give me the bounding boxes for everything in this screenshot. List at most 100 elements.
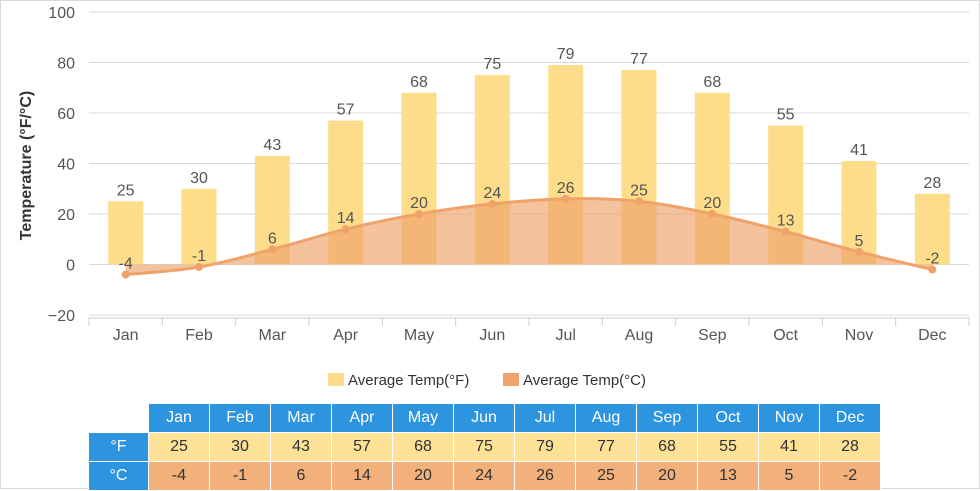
labels-layer: 25 30 43 57 68 75 79 77 68 55 41 28 -4 -1 6 14 20 24 26 25 2…: [117, 46, 942, 273]
data-label-fahrenheit: 68: [703, 74, 721, 91]
data-label-celsius: 20: [410, 195, 428, 212]
legend-swatch: [503, 373, 519, 386]
x-tick-label: Feb: [185, 327, 213, 344]
point-celsius: [268, 245, 277, 254]
bar-fahrenheit: [914, 193, 950, 265]
temperature-table: Jan Feb Mar Apr May Jun Jul Aug Sep Oct …: [88, 403, 881, 491]
data-label-fahrenheit: 68: [410, 74, 428, 91]
data-label-celsius: -4: [119, 256, 133, 273]
data-label-celsius: 13: [777, 213, 795, 230]
table-cell: 55: [697, 432, 759, 462]
data-label-celsius: 26: [557, 180, 575, 197]
table-header-cell: Aug: [575, 403, 637, 433]
x-tick-label: Jun: [479, 327, 505, 344]
table-row-celsius: °C -4 -1 6 14 20 24 26 25 20 13 5 -2: [88, 461, 881, 491]
table-corner: [88, 403, 149, 433]
table-cell: 25: [148, 432, 210, 462]
y-tick-label: 40: [57, 157, 75, 174]
table-cell: 28: [819, 432, 881, 462]
legend-label: Average Temp(°C): [523, 372, 646, 389]
data-label-fahrenheit: 77: [630, 51, 648, 68]
table-cell: 68: [636, 432, 698, 462]
data-label-celsius: 25: [630, 182, 648, 199]
table-cell: 57: [331, 432, 393, 462]
table-cell: 5: [758, 461, 820, 491]
area-layer: [121, 194, 937, 279]
x-tick-label: Sep: [698, 327, 727, 344]
table-cell: 24: [453, 461, 515, 491]
x-tick-label: Jul: [555, 327, 575, 344]
table-cell: 41: [758, 432, 820, 462]
data-label-celsius: 5: [855, 233, 864, 250]
table-header-cell: May: [392, 403, 454, 433]
point-celsius: [781, 227, 790, 236]
legend: Average Temp(°F) Average Temp(°C): [328, 372, 646, 389]
bar-fahrenheit: [181, 188, 217, 265]
data-label-celsius: 20: [703, 195, 721, 212]
data-label-celsius: -1: [192, 248, 206, 265]
area-celsius: [125, 198, 933, 275]
table-header-cell: Jun: [453, 403, 515, 433]
table-header-cell: Sep: [636, 403, 698, 433]
table-cell: 14: [331, 461, 393, 491]
data-label-celsius: 6: [268, 230, 277, 247]
data-label-fahrenheit: 79: [557, 46, 575, 63]
temperature-chart: −20 0 20 40 60 80 100 25 30 43 57 68 75 79 77 68 55 41 28…: [18, 5, 970, 389]
x-tick-label: Nov: [845, 327, 873, 344]
y-tick-label: 80: [57, 56, 75, 73]
table-cell: 79: [514, 432, 576, 462]
data-label-fahrenheit: 75: [483, 56, 501, 73]
table-cell: 43: [270, 432, 332, 462]
x-tick-label: May: [404, 327, 434, 344]
table-header-row: Jan Feb Mar Apr May Jun Jul Aug Sep Oct …: [88, 403, 881, 433]
y-tick-label: 60: [57, 106, 75, 123]
bar-fahrenheit: [108, 201, 144, 265]
point-celsius: [635, 197, 643, 206]
legend-swatch: [328, 373, 344, 386]
table-header-cell: Jul: [514, 403, 576, 433]
point-celsius: [561, 194, 570, 203]
table-header-cell: Nov: [758, 403, 820, 433]
point-celsius: [415, 210, 423, 218]
table-cell: 20: [392, 461, 454, 491]
y-tick-label: 20: [57, 207, 75, 224]
table-cell: 13: [697, 461, 759, 491]
data-label-celsius: -2: [925, 251, 939, 268]
data-label-fahrenheit: 25: [117, 182, 135, 199]
table-cell: 77: [575, 432, 637, 462]
table-header-cell: Mar: [270, 403, 332, 433]
legend-label: Average Temp(°F): [348, 372, 469, 389]
data-label-celsius: 14: [337, 210, 355, 227]
point-celsius: [488, 199, 497, 208]
table-cell: 30: [209, 432, 271, 462]
point-celsius: [708, 210, 717, 218]
table-row-label: °C: [88, 461, 149, 491]
table-cell: 6: [270, 461, 332, 491]
point-celsius: [928, 265, 937, 274]
y-axis-title: Temperature (°F/°C): [18, 91, 35, 240]
data-label-fahrenheit: 30: [190, 170, 208, 187]
line-celsius: [125, 197, 933, 277]
table-cell: -2: [819, 461, 881, 491]
table-header-cell: Apr: [331, 403, 393, 433]
table-row-fahrenheit: °F 25 30 43 57 68 75 79 77 68 55 41 28: [88, 432, 881, 462]
point-celsius: [195, 263, 203, 272]
x-tick-label: Mar: [259, 327, 287, 344]
table-cell: 20: [636, 461, 698, 491]
axis-layer: Jan Feb Mar Apr May Jun Jul Aug Sep Oct Nov Dec: [88, 317, 970, 344]
table-header-cell: Feb: [209, 403, 271, 433]
table-cell: -4: [148, 461, 210, 491]
y-tick-label: 0: [66, 258, 75, 275]
point-celsius: [341, 225, 350, 234]
point-celsius: [855, 247, 863, 256]
table-cell: 26: [514, 461, 576, 491]
table-header-cell: Dec: [819, 403, 881, 433]
table-cell: 68: [392, 432, 454, 462]
data-label-fahrenheit: 55: [777, 107, 795, 124]
x-tick-label: Apr: [333, 327, 359, 344]
table-row-label: °F: [88, 432, 149, 462]
point-celsius: [121, 270, 130, 279]
x-tick-label: Oct: [773, 327, 798, 344]
x-tick-label: Dec: [918, 327, 946, 344]
table-cell: -1: [209, 461, 271, 491]
